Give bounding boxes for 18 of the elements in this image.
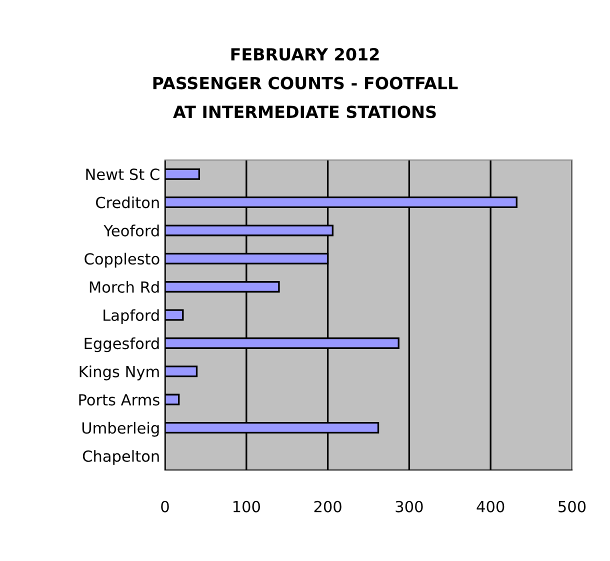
- x-tick-label: 400: [476, 500, 504, 512]
- x-tick-label: 0: [161, 500, 169, 512]
- y-tick-label: Morch Rd: [90, 281, 159, 293]
- y-tick-label: Eggesford: [84, 337, 159, 352]
- x-tick-label: 100: [233, 500, 260, 512]
- y-tick-label: Lapford: [104, 309, 159, 324]
- x-tick-label: 500: [558, 500, 586, 512]
- y-tick-label: Umberleig: [82, 422, 159, 437]
- y-tick-label: Ports Arms: [79, 394, 160, 406]
- y-tick-label: Copplesto: [84, 252, 160, 268]
- y-tick-label: Yeoford: [104, 224, 159, 236]
- y-tick-label: Kings Nym: [80, 366, 159, 380]
- x-tick-label: 200: [314, 500, 342, 512]
- x-tick-label: 300: [396, 500, 423, 512]
- chart-title: FEBRUARY 2012 PASSENGER COUNTS - FOOTFALL AT INTERMEDIATE STATIONS: [153, 48, 458, 118]
- y-tick-label: Crediton: [96, 196, 159, 208]
- y-tick-label: Chapelton: [82, 450, 159, 465]
- y-tick-label: Newt St C: [86, 168, 160, 180]
